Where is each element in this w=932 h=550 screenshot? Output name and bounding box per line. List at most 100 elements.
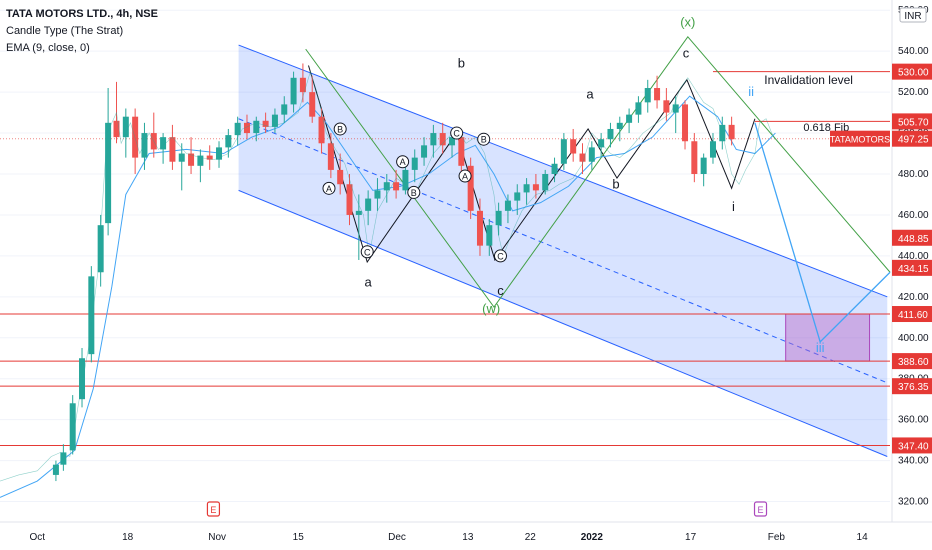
candle-body [160, 137, 167, 150]
price-path [0, 70, 776, 482]
candle-body [97, 225, 104, 273]
candle-body [672, 104, 679, 113]
candle-body [495, 210, 502, 226]
price-badge-label: 388.60 [898, 357, 929, 368]
candle-body [402, 169, 409, 191]
candle-body [113, 120, 120, 138]
candle-body [105, 122, 112, 224]
candle-body [588, 147, 595, 162]
price-badge [892, 378, 932, 395]
price-badge [892, 63, 932, 80]
candle-body [52, 464, 59, 475]
circled-label: A [326, 184, 332, 194]
blue-projection-path [754, 122, 891, 344]
currency-label: INR [904, 11, 921, 22]
candle-body [421, 145, 428, 158]
candle-body [69, 403, 76, 451]
candle-body [337, 169, 344, 185]
circled-label: B [481, 135, 487, 145]
legend-title: TATA MOTORS LTD., 4h, NSE [6, 8, 158, 20]
circled-label: A [462, 172, 468, 182]
candle-body [216, 147, 223, 160]
candle-body [579, 153, 586, 162]
candle-body [365, 198, 372, 211]
wave-labels: abcabci(x)(w)iiiiiABCABCABCInvalidation … [206, 15, 853, 517]
circled-label: C [364, 247, 371, 257]
candle-body [262, 120, 269, 127]
price-badge-label: 347.40 [898, 441, 929, 452]
x-tick-label: Nov [208, 532, 226, 543]
price-badge [892, 113, 932, 130]
price-badge [892, 130, 932, 147]
chart-legend: TATA MOTORS LTD., 4h, NSE Candle Type (T… [6, 6, 158, 57]
candle-body [197, 155, 204, 166]
y-tick-label: 400.00 [898, 333, 929, 344]
wave-label-black: c [683, 45, 690, 60]
candle-body [178, 153, 185, 162]
circled-label-ring [396, 155, 410, 169]
candle-body [476, 210, 483, 246]
regression-channel [238, 44, 888, 457]
candle-body [514, 192, 521, 201]
channel-upper [238, 44, 888, 298]
candle-body [88, 276, 95, 355]
candle-body [327, 143, 334, 170]
circled-label: B [337, 124, 343, 134]
candle-body [309, 92, 316, 117]
candle-body [635, 102, 642, 115]
candle-body [318, 116, 325, 144]
candle-body [504, 200, 511, 211]
x-tick-label: 15 [293, 532, 305, 543]
y-tick-label: 420.00 [898, 292, 929, 303]
wave-label-black: b [458, 56, 465, 71]
candle-body [607, 128, 614, 140]
y-tick-label: 480.00 [898, 169, 929, 180]
circled-label: A [400, 157, 406, 167]
wave-label-black: i [732, 199, 735, 214]
wave-label-black: c [497, 283, 504, 298]
wave-label-black: a [365, 275, 373, 290]
channel-fill [238, 45, 888, 457]
legend-candle-type: Candle Type (The Strat) [6, 25, 124, 37]
wave-label-black: a [586, 86, 594, 101]
candle-body [79, 358, 86, 400]
target-box [785, 313, 871, 362]
candle-body [346, 184, 353, 215]
x-tick-label: 17 [685, 532, 697, 543]
symbol-badge [830, 130, 890, 147]
price-badge [892, 306, 932, 323]
grid [0, 9, 890, 503]
y-tick-label: 440.00 [898, 251, 929, 262]
x-tick-label: 14 [857, 532, 869, 543]
channel-lower [238, 189, 888, 457]
candle-body [141, 133, 148, 158]
ema-line [0, 95, 776, 498]
candle-body [430, 133, 437, 146]
wave-label-black: b [612, 176, 619, 191]
candle-body [383, 182, 390, 191]
wave-lines [305, 36, 891, 344]
candle-body [281, 104, 288, 115]
candle-body [691, 141, 698, 174]
price-badge [892, 259, 932, 276]
circled-label: C [453, 129, 460, 139]
price-axis[interactable]: 320.00340.00360.00380.00400.00420.00440.… [891, 0, 929, 522]
candle-body [299, 77, 306, 93]
circled-label-ring [333, 122, 347, 136]
candle-body [355, 210, 362, 215]
legend-ema: EMA (9, close, 0) [6, 42, 90, 54]
candle-body [411, 157, 418, 170]
circled-label: B [411, 188, 417, 198]
x-tick-label: Oct [29, 532, 45, 543]
price-badge-label: 497.25 [898, 135, 929, 146]
candle-body [570, 139, 577, 154]
circled-label-ring [450, 126, 464, 140]
x-tick-label: 18 [122, 532, 134, 543]
price-badge-label: 530.00 [898, 68, 929, 79]
time-axis[interactable]: Oct 18 Nov 15 Dec 13 22 2022 17 Feb 14 [0, 521, 932, 543]
candles [0, 63, 776, 482]
wave-label-blue: iii [816, 340, 825, 355]
x-tick-label: 2022 [581, 532, 604, 543]
